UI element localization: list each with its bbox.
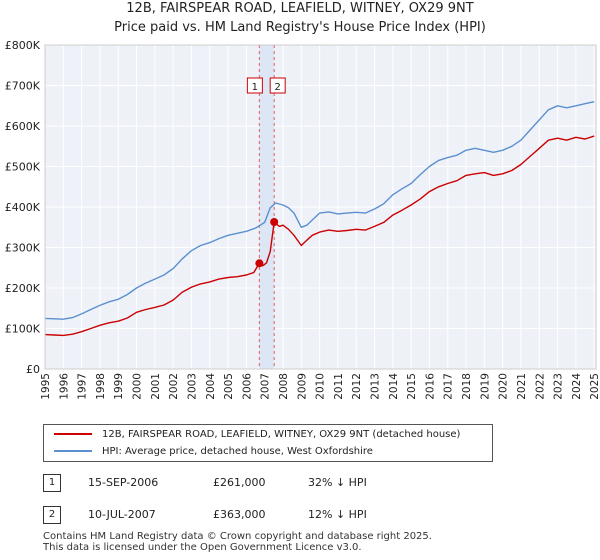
footer-line-2: This data is licensed under the Open Gov… [43,542,362,553]
y-tick-label: £700K [5,80,41,93]
x-tick-label: 2005 [223,373,235,400]
sale-marker-box [269,77,286,94]
x-tick-label: 1995 [40,373,52,400]
legend-swatch-hpi [54,450,92,452]
x-tick-label: 2025 [589,373,600,400]
y-tick-label: £200K [5,282,41,295]
footer-line-1: Contains HM Land Registry data © Crown c… [43,531,432,542]
x-tick-label: 2020 [498,373,510,400]
hpi-series-line [44,101,595,320]
y-tick-label: £100K [5,323,41,336]
chart-subtitle: Price paid vs. HM Land Registry's House … [114,20,486,35]
price-chart: 1995 1996 1997 1998 1999 2000 2001 2002 2003 2004… [5,39,600,400]
sale-point [270,217,279,226]
property-series-line [44,135,595,337]
x-tick-label: 1997 [77,373,89,400]
x-tick-label: 2016 [424,373,436,400]
x-tick-label: 1996 [58,373,70,400]
sale-row: 1 15-SEP-2006 £261,000 32% ↓ HPI [43,474,563,494]
x-tick-label: 2003 [186,373,198,400]
x-tick-label: 2010 [315,373,327,400]
x-tick-label: 2012 [351,373,363,400]
y-tick-label: £800K [5,39,41,52]
x-tick-label: 2008 [278,373,290,400]
legend-swatch-property [54,433,92,435]
x-tick-label: 2006 [241,373,253,400]
y-tick-label: £400K [5,201,41,214]
legend-label-property: 12B, FAIRSPEAR ROAD, LEAFIELD, WITNEY, O… [102,429,461,440]
sale-marker-label: 2 [274,82,280,93]
x-tick-label: 1999 [113,373,125,400]
x-tick-label: 2013 [370,373,382,400]
legend-label-hpi: HPI: Average price, detached house, West… [102,446,373,457]
x-tick-label: 2019 [479,373,491,400]
x-tick-label: 2015 [406,373,418,400]
sale-marker-label: 1 [252,82,258,93]
sale-date: 10-JUL-2007 [88,508,156,521]
x-tick-label: 2001 [150,373,162,400]
legend-item-property: 12B, FAIRSPEAR ROAD, LEAFIELD, WITNEY, O… [54,427,460,443]
sale-marker-box [246,77,263,94]
y-tick-label: £500K [5,161,41,174]
x-tick-label: 2004 [205,373,217,400]
x-tick-label: 2021 [516,373,528,400]
sale-date: 15-SEP-2006 [88,476,159,489]
y-tick-label: £600K [5,120,41,133]
x-tick-label: 2022 [534,373,546,400]
x-tick-label: 2002 [168,373,180,400]
x-tick-label: 2014 [388,373,400,400]
sale-point [255,259,264,268]
legend-item-hpi: HPI: Average price, detached house, West… [54,444,373,460]
sale-price: £363,000 [213,508,266,521]
x-tick-label: 2017 [443,373,455,400]
x-tick-label: 2007 [260,373,272,400]
sale-period-band [259,45,275,369]
y-tick-label: £300K [5,242,41,255]
x-tick-label: 2018 [461,373,473,400]
sale-number-badge: 1 [43,474,61,492]
x-tick-label: 1998 [95,373,107,400]
chart-title: 12B, FAIRSPEAR ROAD, LEAFIELD, WITNEY, O… [126,1,474,16]
sale-number-badge: 2 [43,506,61,524]
x-tick-label: 2009 [296,373,308,400]
x-tick-label: 2000 [132,373,144,400]
x-tick-label: 2024 [571,373,583,400]
x-tick-label: 2011 [333,373,345,400]
sale-row: 2 10-JUL-2007 £363,000 12% ↓ HPI [43,506,563,526]
sale-hpi-diff: 32% ↓ HPI [308,476,367,489]
y-tick-label: £0 [26,363,40,376]
footer-attribution: Contains HM Land Registry data © Crown c… [43,531,432,553]
sale-hpi-diff: 12% ↓ HPI [308,508,367,521]
plot-frame [44,44,597,370]
chart-legend: 12B, FAIRSPEAR ROAD, LEAFIELD, WITNEY, O… [43,424,493,462]
sale-price: £261,000 [213,476,266,489]
x-tick-label: 2023 [553,373,565,400]
